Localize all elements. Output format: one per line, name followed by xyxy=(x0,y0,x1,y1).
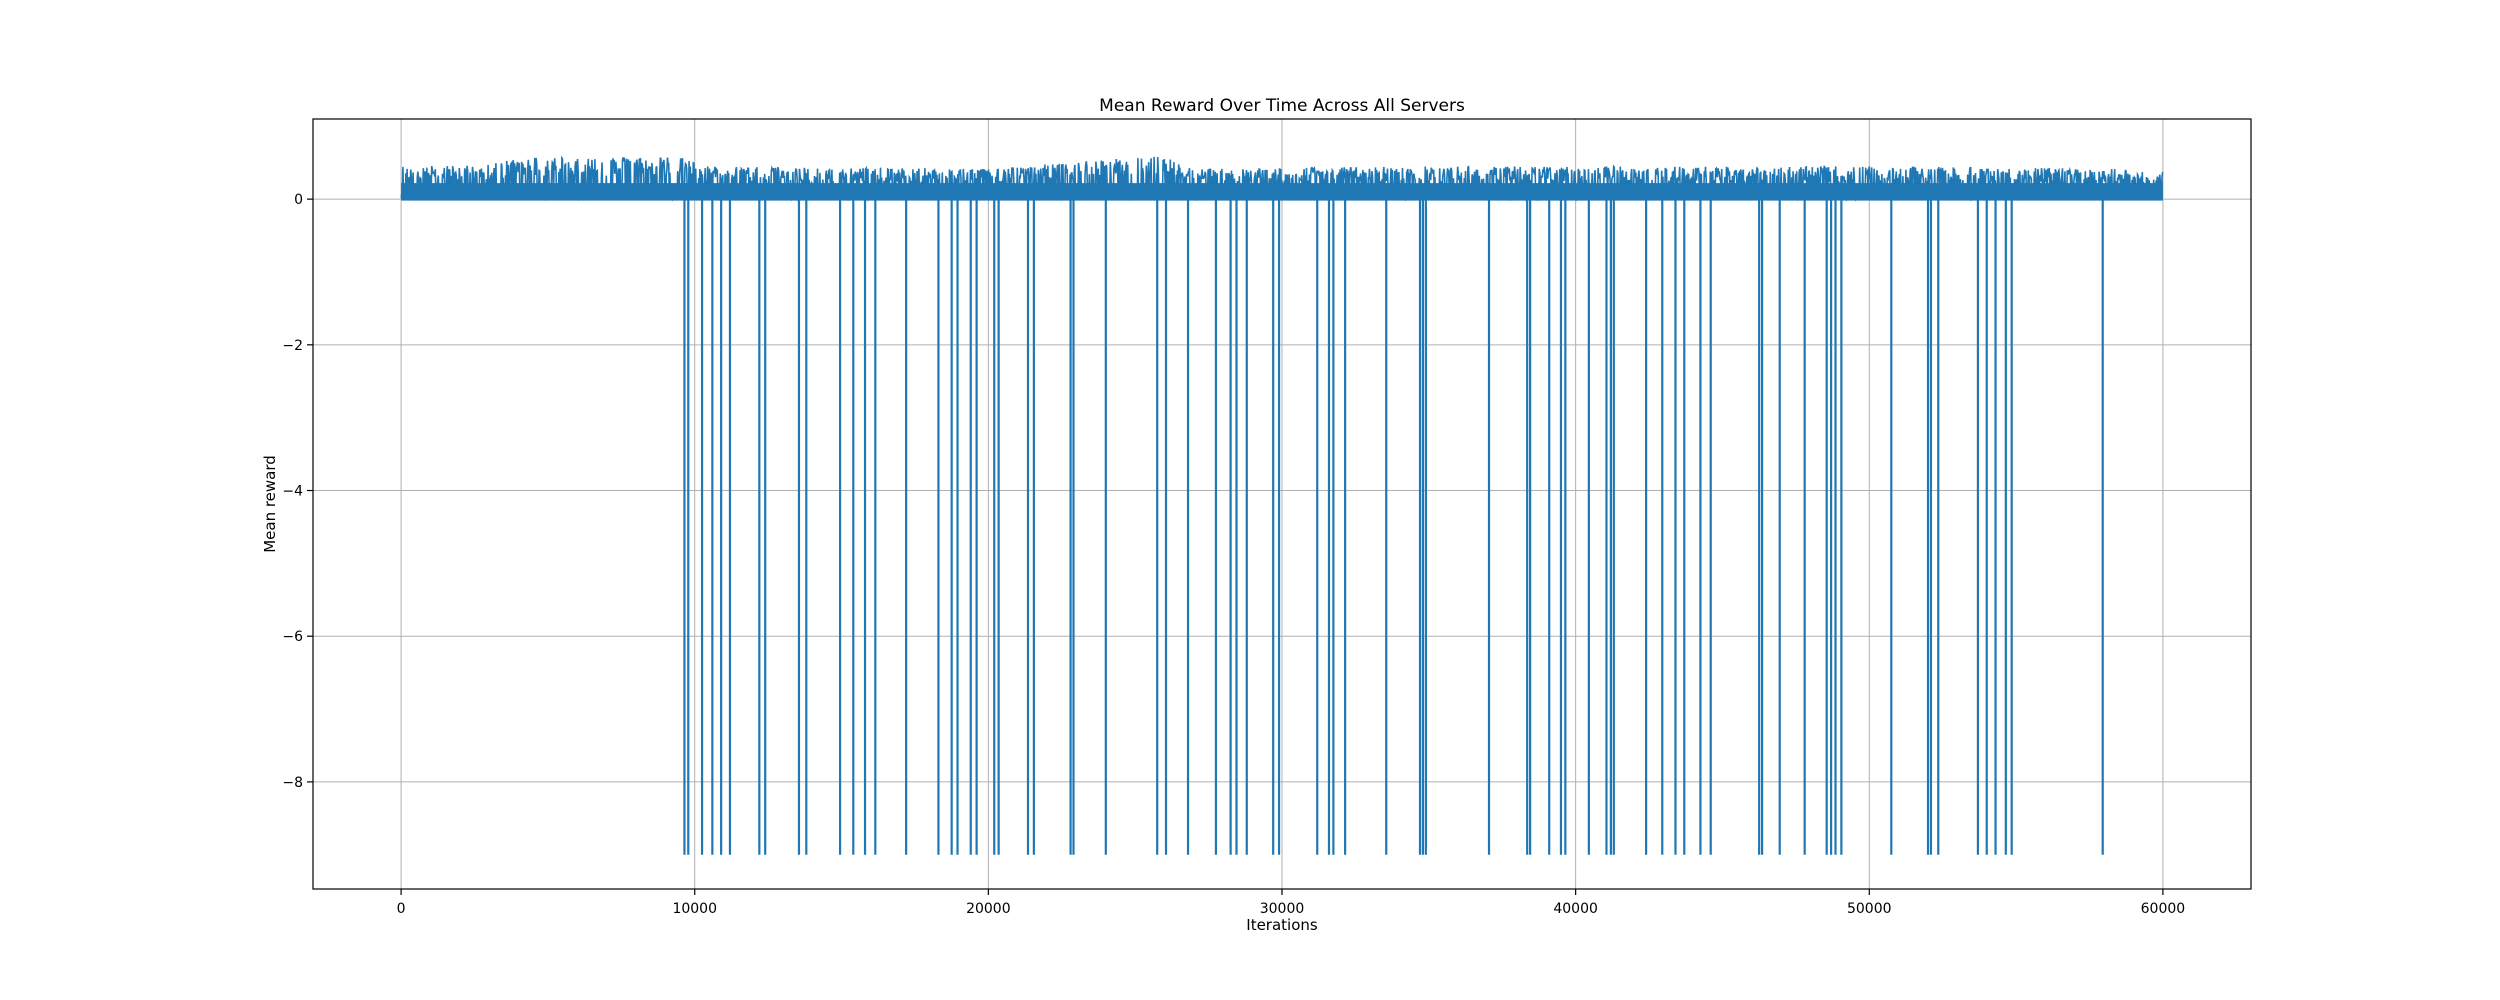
series-band-core xyxy=(401,183,2163,201)
x-tick-label: 0 xyxy=(397,901,406,917)
y-tick-label: −8 xyxy=(282,775,303,791)
x-tick-label: 50000 xyxy=(1847,901,1892,917)
x-tick-label: 30000 xyxy=(1260,901,1305,917)
x-axis-label: Iterations xyxy=(1246,916,1318,934)
y-axis-ticks: −8 −6 −4 −2 0 xyxy=(282,192,313,791)
y-axis-label: Mean reward xyxy=(261,455,279,553)
y-tick-label: −4 xyxy=(282,484,303,500)
x-tick-label: 60000 xyxy=(2141,901,2186,917)
y-tick-label: −6 xyxy=(282,629,303,645)
y-tick-label: −2 xyxy=(282,338,303,354)
y-tick-label: 0 xyxy=(294,192,303,208)
x-axis-ticks: 0 10000 20000 30000 40000 50000 60000 xyxy=(397,889,2186,917)
x-tick-label: 10000 xyxy=(672,901,717,917)
plot-area xyxy=(400,155,2164,855)
x-tick-label: 20000 xyxy=(966,901,1011,917)
chart-title: Mean Reward Over Time Across All Servers xyxy=(1099,96,1465,116)
x-tick-label: 40000 xyxy=(1553,901,1598,917)
